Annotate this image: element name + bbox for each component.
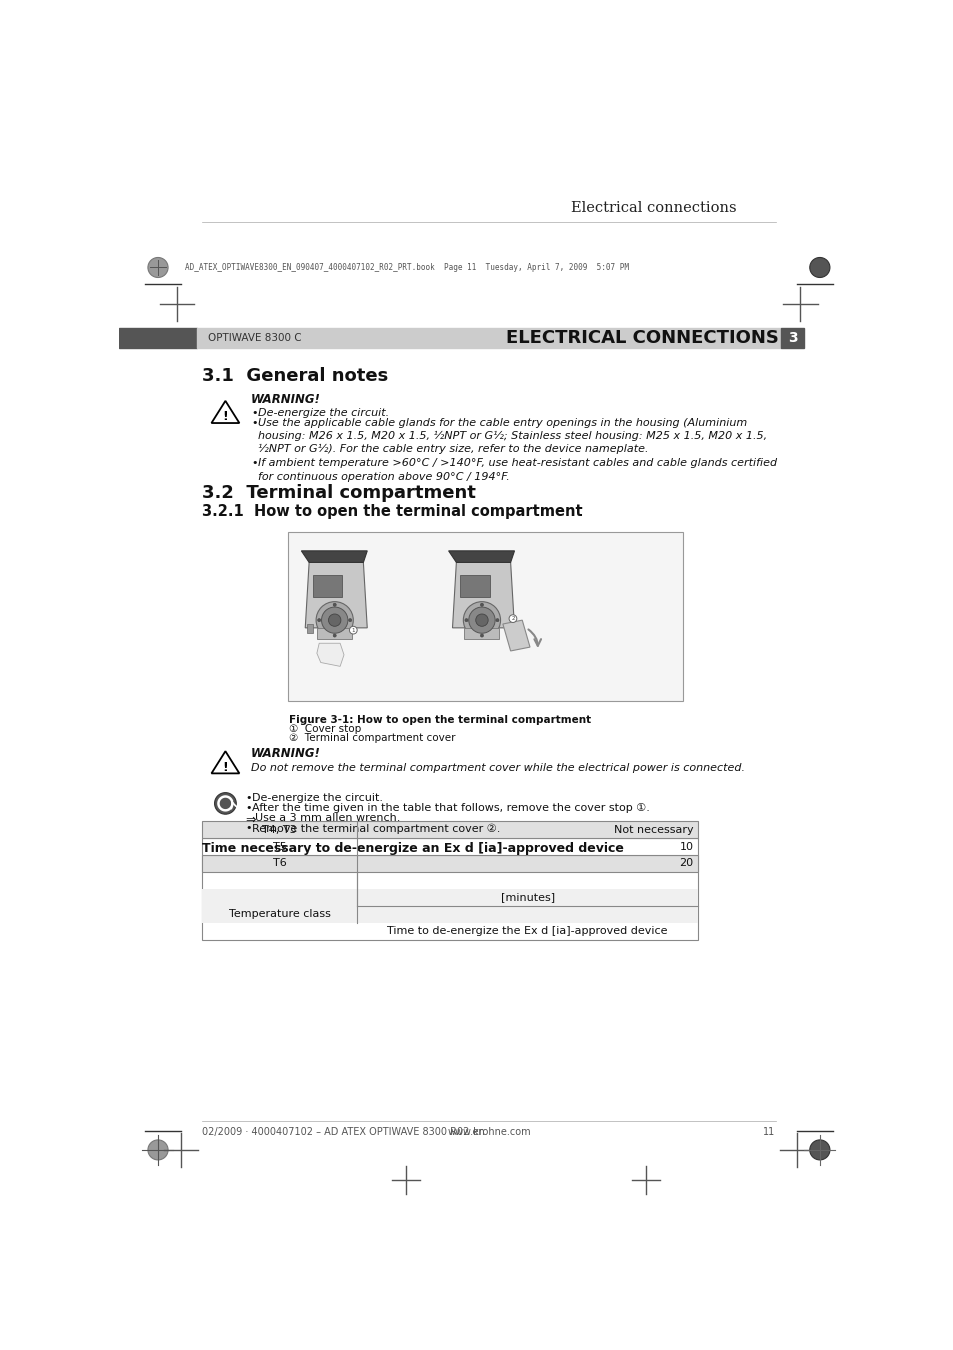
Text: 3.2.1  How to open the terminal compartment: 3.2.1 How to open the terminal compartme…	[202, 504, 582, 520]
Circle shape	[468, 608, 495, 633]
Text: ⇒: ⇒	[245, 814, 255, 826]
Circle shape	[480, 634, 483, 637]
Text: 20: 20	[679, 859, 693, 868]
Text: •: •	[252, 409, 258, 418]
Text: Do not remove the terminal compartment cover while the electrical power is conne: Do not remove the terminal compartment c…	[251, 763, 744, 772]
Circle shape	[328, 614, 340, 626]
Text: T6: T6	[273, 859, 286, 868]
Circle shape	[321, 608, 348, 633]
Bar	[781, 328, 803, 348]
Bar	[119, 328, 196, 348]
Bar	[464, 628, 498, 640]
Circle shape	[333, 634, 335, 637]
Bar	[202, 838, 698, 855]
Text: WARNING!: WARNING!	[251, 393, 320, 405]
Text: 10: 10	[679, 841, 693, 852]
Text: T5: T5	[273, 841, 286, 852]
Circle shape	[348, 618, 352, 622]
Bar	[288, 532, 682, 701]
Text: OPTIWAVE 8300 C: OPTIWAVE 8300 C	[208, 333, 302, 343]
Text: Electrical connections: Electrical connections	[571, 201, 736, 215]
Polygon shape	[212, 401, 239, 423]
Bar	[202, 821, 698, 838]
Text: De-energize the circuit.: De-energize the circuit.	[257, 409, 389, 418]
Text: 02/2009 · 4000407102 – AD ATEX OPTIWAVE 8300 R02 en: 02/2009 · 4000407102 – AD ATEX OPTIWAVE …	[202, 1127, 484, 1137]
Text: 2: 2	[511, 616, 515, 621]
Text: ②  Terminal compartment cover: ② Terminal compartment cover	[289, 733, 455, 743]
Polygon shape	[212, 751, 239, 774]
Text: ELECTRICAL CONNECTIONS: ELECTRICAL CONNECTIONS	[505, 329, 778, 347]
Text: •: •	[245, 794, 252, 803]
Bar	[459, 575, 489, 597]
Circle shape	[480, 603, 483, 606]
Circle shape	[315, 602, 353, 639]
Text: www.krohne.com: www.krohne.com	[447, 1127, 530, 1137]
Bar	[202, 888, 698, 923]
Text: 3.2  Terminal compartment: 3.2 Terminal compartment	[202, 485, 476, 502]
Text: De-energize the circuit.: De-energize the circuit.	[252, 794, 382, 803]
Circle shape	[214, 792, 236, 814]
Text: Time to de-energize the Ex d [ia]-approved device: Time to de-energize the Ex d [ia]-approv…	[387, 926, 667, 937]
Circle shape	[476, 614, 488, 626]
Text: If ambient temperature >60°C / >140°F, use heat-resistant cables and cable gland: If ambient temperature >60°C / >140°F, u…	[257, 459, 777, 482]
Polygon shape	[502, 620, 530, 651]
Text: 3.1  General notes: 3.1 General notes	[202, 367, 388, 385]
Polygon shape	[301, 551, 367, 563]
Bar	[202, 855, 698, 940]
Text: After the time given in the table that follows, remove the cover stop ①.: After the time given in the table that f…	[252, 803, 649, 814]
Bar	[313, 575, 342, 597]
Text: •: •	[252, 417, 258, 428]
Text: •: •	[245, 803, 252, 814]
Text: Use the applicable cable glands for the cable entry openings in the housing (Alu: Use the applicable cable glands for the …	[257, 417, 766, 455]
Circle shape	[809, 258, 829, 278]
Polygon shape	[448, 551, 514, 563]
Bar	[196, 328, 781, 348]
Circle shape	[509, 614, 517, 622]
Text: AD_ATEX_OPTIWAVE8300_EN_090407_4000407102_R02_PRT.book  Page 11  Tuesday, April : AD_ATEX_OPTIWAVE8300_EN_090407_400040710…	[185, 263, 628, 271]
Text: 1: 1	[352, 628, 355, 633]
FancyArrowPatch shape	[528, 629, 540, 645]
Polygon shape	[305, 563, 367, 628]
Text: 3: 3	[787, 331, 797, 346]
Text: !: !	[222, 410, 228, 424]
Text: •: •	[252, 459, 258, 468]
Text: Temperature class: Temperature class	[229, 910, 331, 919]
Text: Figure 3-1: How to open the terminal compartment: Figure 3-1: How to open the terminal com…	[289, 716, 591, 725]
Text: !: !	[222, 760, 228, 774]
Text: T4, T3: T4, T3	[262, 825, 296, 834]
Text: 11: 11	[762, 1127, 775, 1137]
Text: [minutes]: [minutes]	[500, 892, 554, 902]
Text: •: •	[245, 824, 252, 833]
Text: Use a 3 mm allen wrench.: Use a 3 mm allen wrench.	[254, 814, 400, 824]
Bar	[316, 628, 352, 640]
Circle shape	[809, 1139, 829, 1160]
Text: Time necessary to de-energize an Ex d [ia]-approved device: Time necessary to de-energize an Ex d [i…	[202, 842, 623, 855]
Text: WARNING!: WARNING!	[251, 747, 320, 760]
Polygon shape	[452, 563, 514, 628]
Bar	[307, 624, 313, 633]
Bar	[202, 855, 698, 872]
Circle shape	[464, 618, 468, 622]
Text: ①  Cover stop: ① Cover stop	[289, 724, 361, 734]
Circle shape	[148, 1139, 168, 1160]
Text: Not necessary: Not necessary	[614, 825, 693, 834]
Circle shape	[333, 603, 335, 606]
Circle shape	[463, 602, 500, 639]
Circle shape	[349, 626, 356, 634]
Circle shape	[148, 258, 168, 278]
Polygon shape	[316, 643, 344, 667]
Circle shape	[317, 618, 320, 622]
Circle shape	[496, 618, 498, 622]
Text: Remove the terminal compartment cover ②.: Remove the terminal compartment cover ②.	[252, 824, 499, 834]
